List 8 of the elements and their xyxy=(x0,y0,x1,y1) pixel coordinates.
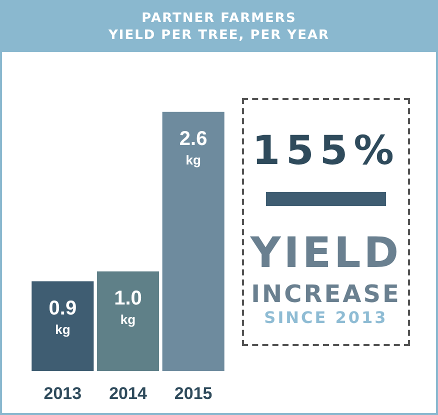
data-label: 1.0 kg xyxy=(114,287,142,327)
dashed-frame: 155% YIELD INCREASE SINCE 2013 xyxy=(242,98,410,346)
x-tick-label: 2013 xyxy=(44,384,82,403)
x-tick-label: 2015 xyxy=(174,384,212,403)
data-label: 2.6 kg xyxy=(179,128,208,168)
x-tick-label: 2014 xyxy=(109,384,148,403)
data-label: 0.9 kg xyxy=(48,297,77,337)
chart-title: PARTNER FARMERS YIELD PER TREE, PER YEAR xyxy=(2,2,436,52)
